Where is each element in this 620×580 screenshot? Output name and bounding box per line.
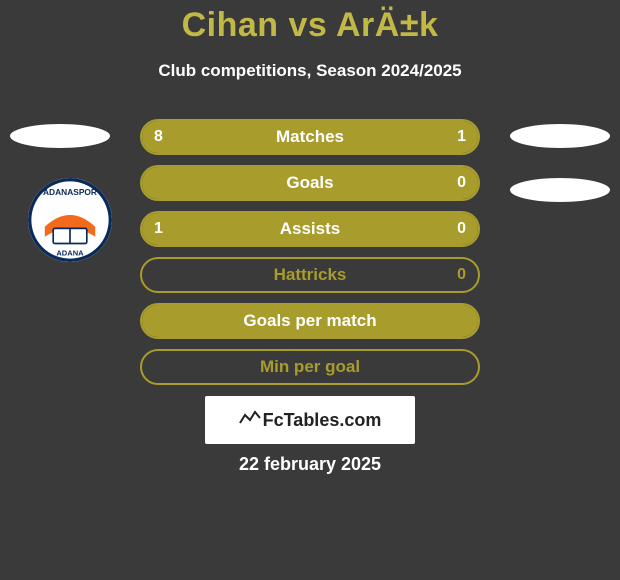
stats-bars: Matches81Goals0Assists10Hattricks0Goals … [140, 119, 480, 395]
brand-name: FcTables.com [263, 410, 382, 431]
stat-label: Min per goal [142, 351, 478, 383]
page-title: Cihan vs ArÄ±k [0, 0, 620, 45]
stat-value-right: 0 [457, 213, 466, 245]
brand-logo-icon [239, 409, 261, 432]
stat-value-right: 1 [457, 121, 466, 153]
stat-row: Min per goal [140, 349, 480, 385]
player-right-avatar-2 [510, 178, 610, 202]
stat-fill-left [142, 121, 404, 153]
stat-fill-right [404, 121, 478, 153]
club-crest-icon: ADANASPOR ADANA [28, 178, 112, 262]
svg-text:ADANASPOR: ADANASPOR [43, 187, 97, 197]
stat-row: Goals per match [140, 303, 480, 339]
stat-value-right: 0 [457, 167, 466, 199]
stat-value-right: 0 [457, 259, 466, 291]
player-left-avatar-1 [10, 124, 110, 148]
stat-value-left: 1 [154, 213, 163, 245]
stat-fill-left [142, 305, 478, 337]
stat-fill-left [142, 167, 478, 199]
subtitle: Club competitions, Season 2024/2025 [0, 61, 620, 81]
stat-row: Hattricks0 [140, 257, 480, 293]
svg-text:ADANA: ADANA [56, 248, 84, 257]
stat-row: Goals0 [140, 165, 480, 201]
date-label: 22 february 2025 [0, 454, 620, 475]
brand-card: FcTables.com [205, 396, 415, 444]
comparison-card: Cihan vs ArÄ±k Club competitions, Season… [0, 0, 620, 580]
stat-fill-left [142, 213, 478, 245]
player-right-avatar-1 [510, 124, 610, 148]
stat-label: Hattricks [142, 259, 478, 291]
player-left-club-crest: ADANASPOR ADANA [28, 178, 112, 262]
stat-row: Matches81 [140, 119, 480, 155]
stat-row: Assists10 [140, 211, 480, 247]
stat-value-left: 8 [154, 121, 163, 153]
